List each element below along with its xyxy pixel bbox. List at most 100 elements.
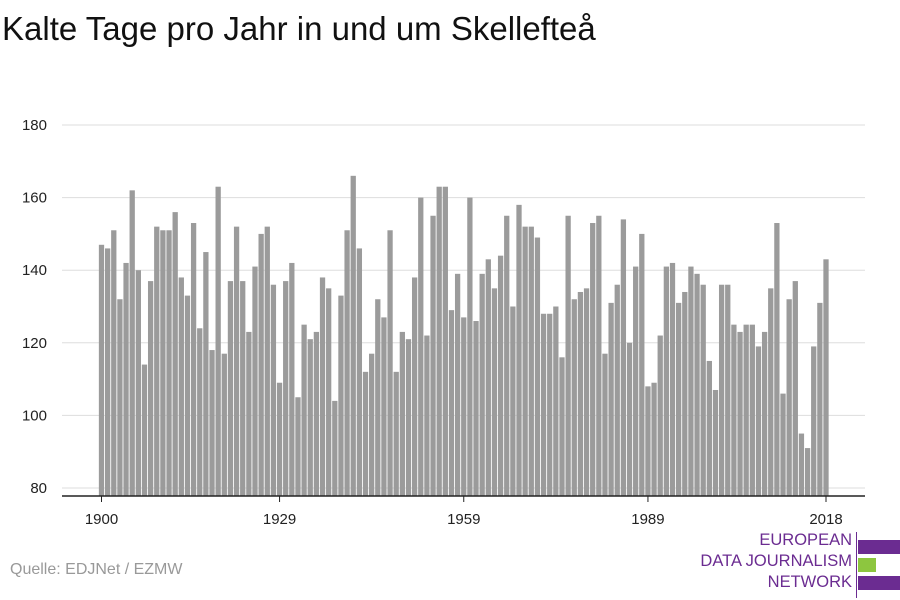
bar-1964 (491, 288, 498, 496)
bar-1987 (633, 266, 639, 496)
bar-1973 (547, 313, 553, 496)
logo-bar-top (858, 540, 900, 554)
bar-2012 (786, 299, 792, 496)
bar-1925 (252, 266, 258, 496)
bar-1918 (209, 350, 215, 496)
bar-1927 (264, 226, 270, 496)
bar-1914 (184, 295, 191, 496)
bar-1950 (405, 339, 412, 496)
bar-1967 (510, 306, 516, 496)
bar-1992 (663, 266, 669, 496)
logo-bar-middle (858, 558, 876, 572)
logo-rule (856, 532, 857, 598)
bar-2009 (768, 288, 774, 496)
logo-bar-bottom (858, 576, 900, 590)
bar-1903 (117, 299, 123, 496)
bar-1998 (700, 284, 706, 496)
bar-1972 (540, 313, 547, 496)
bar-2016 (811, 346, 817, 496)
y-tick-label-80: 80 (30, 480, 47, 497)
bar-2011 (780, 393, 786, 496)
bar-1996 (688, 266, 694, 496)
bar-1945 (375, 299, 381, 496)
bar-1951 (411, 277, 418, 496)
bar-1913 (178, 277, 184, 496)
bar-1904 (123, 262, 129, 496)
bar-1924 (246, 331, 252, 496)
bar-1916 (197, 328, 203, 496)
bar-1902 (111, 230, 117, 496)
bar-1984 (614, 284, 620, 496)
bar-1937 (326, 288, 332, 496)
bar-2007 (755, 346, 762, 496)
bar-2010 (774, 223, 780, 496)
bar-2018 (823, 259, 829, 496)
bar-1953 (424, 335, 430, 496)
bar-1954 (430, 215, 436, 496)
bar-1958 (454, 273, 461, 496)
bar-1971 (534, 237, 541, 496)
bar-2004 (737, 331, 743, 496)
bar-1983 (608, 302, 614, 496)
x-tick-label-1959: 1959 (447, 511, 480, 528)
bar-1938 (332, 400, 338, 496)
bar-1929 (276, 382, 283, 496)
bar-1919 (215, 186, 221, 496)
bar-1982 (602, 353, 608, 496)
bar-1934 (307, 339, 313, 496)
bar-1935 (313, 331, 320, 496)
edjnet-logo: EUROPEAN DATA JOURNALISM NETWORK (690, 530, 900, 600)
bar-2008 (761, 331, 768, 496)
bar-1917 (203, 252, 209, 496)
bar-1909 (154, 226, 160, 496)
bar-1993 (669, 262, 676, 496)
bar-1969 (522, 226, 528, 496)
bar-1900 (98, 244, 105, 496)
logo-text: EUROPEAN DATA JOURNALISM NETWORK (700, 530, 852, 593)
bar-2015 (804, 448, 811, 496)
bar-1915 (190, 223, 197, 496)
bar-1946 (381, 317, 387, 496)
bar-1959 (461, 317, 467, 496)
y-tick-label-100: 100 (22, 407, 47, 424)
bar-1956 (442, 186, 448, 496)
x-tick-label-2018: 2018 (809, 511, 842, 528)
bar-1932 (295, 397, 301, 496)
bar-1920 (221, 353, 227, 496)
bar-1968 (516, 204, 522, 497)
x-tick-label-1989: 1989 (631, 511, 664, 528)
bar-1921 (227, 281, 234, 496)
logo-line-2: DATA JOURNALISM (700, 552, 852, 570)
x-tick-label-1900: 1900 (85, 511, 118, 528)
y-tick-label-160: 160 (22, 190, 47, 207)
bar-1962 (479, 273, 485, 496)
bar-1933 (301, 324, 307, 496)
bar-1975 (559, 357, 565, 496)
y-tick-label-140: 140 (22, 262, 47, 279)
bar-2001 (718, 284, 725, 496)
bar-1979 (583, 288, 590, 496)
bar-1940 (344, 230, 350, 496)
bar-1908 (147, 281, 154, 496)
bar-1994 (676, 302, 682, 496)
bar-1977 (571, 299, 577, 496)
bar-1907 (141, 364, 148, 496)
bar-1985 (620, 219, 627, 496)
bar-1901 (105, 248, 111, 496)
bar-1989 (645, 386, 651, 496)
bar-1963 (485, 259, 491, 496)
bar-1960 (467, 197, 473, 496)
bar-2014 (798, 433, 805, 496)
source-note: Quelle: EDJNet / EZMW (10, 561, 183, 578)
bar-2002 (725, 284, 731, 496)
bar-1999 (706, 360, 712, 496)
bar-1939 (338, 295, 344, 496)
bar-1952 (418, 197, 424, 496)
bar-2000 (712, 389, 719, 496)
bar-1948 (393, 371, 399, 496)
bar-2013 (792, 281, 798, 496)
bar-1910 (160, 230, 166, 496)
bar-1928 (270, 284, 277, 496)
